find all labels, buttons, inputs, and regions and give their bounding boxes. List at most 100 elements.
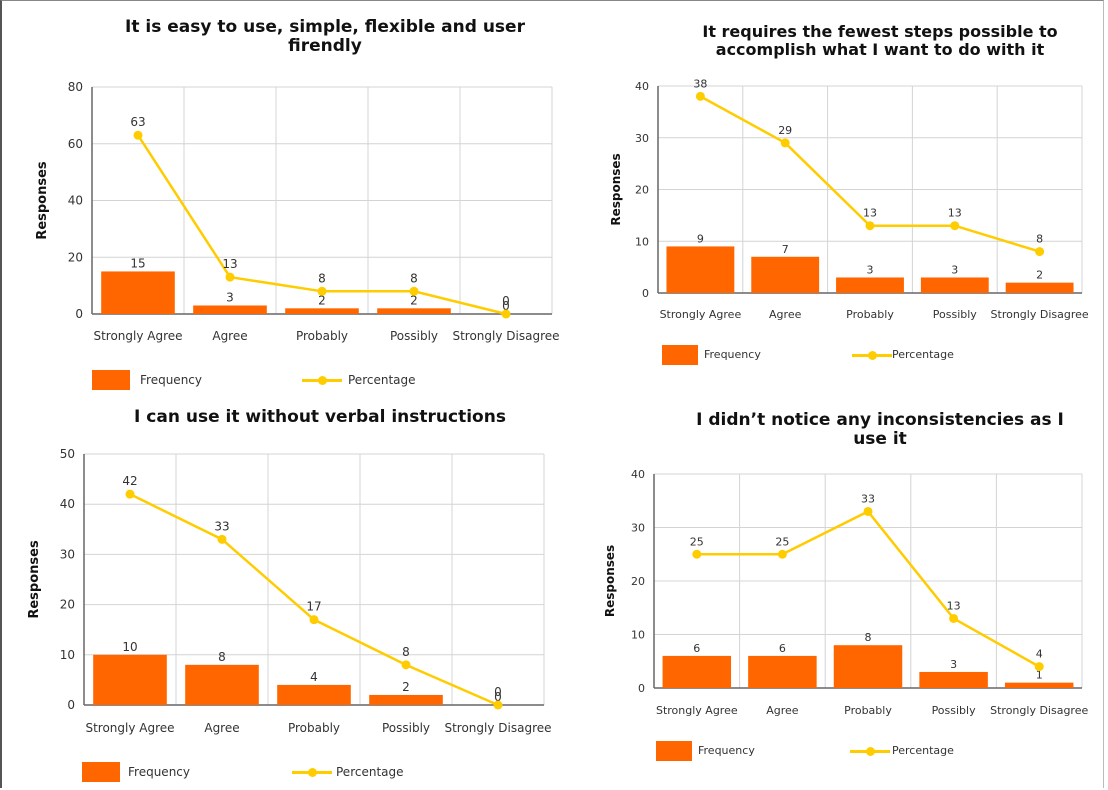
point-percentage — [309, 615, 319, 625]
data-label-frequency: 8 — [865, 631, 872, 644]
data-label-percentage: 17 — [306, 600, 321, 614]
point-percentage — [695, 91, 705, 101]
point-percentage — [777, 549, 787, 559]
legend-label-frequency: Frequency — [704, 348, 761, 361]
y-tick-label: 20 — [631, 575, 645, 588]
legend-swatch-frequency — [82, 762, 120, 782]
bar-frequency — [185, 664, 259, 705]
legend-marker-percentage — [308, 768, 317, 777]
data-label-percentage: 13 — [948, 207, 962, 220]
y-tick-label: 80 — [68, 80, 83, 94]
bar-frequency — [369, 694, 443, 705]
x-tick-label: Probably — [844, 704, 892, 717]
data-label-percentage: 13 — [222, 257, 237, 271]
bar-frequency — [666, 246, 735, 293]
x-tick-label: Strongly Agree — [93, 329, 182, 343]
bar-frequency — [662, 655, 732, 688]
x-tick-label: Strongly Agree — [656, 704, 738, 717]
legend-marker-percentage — [866, 747, 875, 756]
y-tick-label: 30 — [60, 547, 75, 561]
data-label-percentage: 8 — [410, 271, 418, 285]
x-tick-label: Probably — [296, 329, 348, 343]
legend-label-percentage: Percentage — [892, 348, 954, 361]
x-tick-label: Strongly Disagree — [452, 329, 559, 343]
data-label-frequency: 2 — [318, 293, 326, 307]
data-label-frequency: 7 — [782, 243, 789, 256]
x-tick-label: Possibly — [382, 721, 430, 735]
bar-frequency — [285, 308, 359, 314]
bar-frequency — [920, 277, 989, 293]
y-tick-label: 40 — [68, 194, 83, 208]
x-tick-label: Strongly Disagree — [444, 721, 551, 735]
y-tick-label: 10 — [631, 629, 645, 642]
point-percentage — [409, 286, 419, 296]
point-percentage — [493, 700, 503, 710]
y-tick-label: 0 — [67, 698, 75, 712]
point-percentage — [217, 534, 227, 544]
y-tick-label: 0 — [642, 287, 649, 300]
data-label-percentage: 33 — [214, 519, 229, 533]
chart-title: I didn’t notice any inconsistencies as I… — [696, 410, 1064, 449]
data-label-percentage: 38 — [693, 77, 707, 90]
legend-marker-percentage — [318, 376, 327, 385]
point-percentage — [692, 549, 702, 559]
data-label-frequency: 3 — [950, 658, 957, 671]
x-tick-label: Agree — [766, 704, 799, 717]
y-tick-label: 10 — [60, 648, 75, 662]
data-label-percentage: 63 — [130, 115, 145, 129]
bar-frequency — [101, 271, 175, 314]
y-tick-label: 20 — [60, 598, 75, 612]
x-tick-label: Strongly Agree — [660, 308, 742, 321]
data-label-frequency: 6 — [693, 642, 700, 655]
point-percentage — [501, 309, 511, 319]
bar-frequency — [93, 654, 167, 705]
data-label-frequency: 2 — [1036, 269, 1043, 282]
chart-title: It is easy to use, simple, flexible and … — [125, 17, 525, 56]
legend-label-percentage: Percentage — [892, 744, 954, 757]
bar-frequency — [836, 277, 904, 293]
x-tick-label: Possibly — [932, 704, 977, 717]
point-percentage — [863, 506, 873, 516]
data-label-percentage: 8 — [1036, 233, 1043, 246]
chart-title: I can use it without verbal instructions — [134, 407, 506, 427]
point-percentage — [125, 489, 135, 499]
data-label-frequency: 1 — [1036, 669, 1043, 682]
point-percentage — [949, 613, 959, 623]
y-tick-label: 10 — [635, 235, 649, 248]
y-axis-label: Responses — [27, 540, 42, 619]
data-label-frequency: 15 — [130, 256, 145, 270]
bar-frequency — [751, 256, 820, 293]
y-axis-label: Responses — [609, 153, 623, 225]
data-label-frequency: 10 — [122, 640, 137, 654]
legend-swatch-frequency — [662, 345, 698, 365]
x-tick-label: Strongly Disagree — [990, 704, 1088, 717]
x-tick-label: Probably — [846, 308, 894, 321]
data-label-frequency: 3 — [951, 263, 958, 276]
bar-frequency — [377, 308, 451, 314]
y-tick-label: 30 — [635, 132, 649, 145]
data-label-percentage: 8 — [318, 271, 326, 285]
point-percentage — [865, 221, 875, 231]
y-tick-label: 40 — [635, 80, 649, 93]
point-percentage — [225, 272, 235, 282]
x-tick-label: Strongly Disagree — [991, 308, 1089, 321]
y-tick-label: 0 — [638, 682, 645, 695]
data-label-frequency: 6 — [779, 642, 786, 655]
data-label-percentage: 4 — [1036, 648, 1043, 661]
x-tick-label: Probably — [288, 721, 340, 735]
chart-svg: 0 10 20 30 40 Strongly Agree Agree Probably Poss… — [603, 468, 1088, 717]
x-tick-label: Agree — [769, 308, 802, 321]
y-tick-label: 40 — [60, 497, 75, 511]
point-percentage — [1035, 247, 1045, 257]
bar-frequency — [193, 305, 267, 314]
chart-svg: 0 10 20 30 40 Strongly Agree Agree Probably Poss… — [609, 77, 1089, 321]
data-label-percentage: 29 — [778, 124, 792, 137]
chart-title: It requires the fewest steps possible to… — [702, 22, 1058, 59]
bar-frequency — [1004, 682, 1074, 688]
data-label-frequency: 3 — [867, 263, 874, 276]
x-tick-label: Possibly — [933, 308, 978, 321]
legend-label-frequency: Frequency — [698, 744, 755, 757]
data-label-frequency: 0 — [502, 299, 510, 313]
